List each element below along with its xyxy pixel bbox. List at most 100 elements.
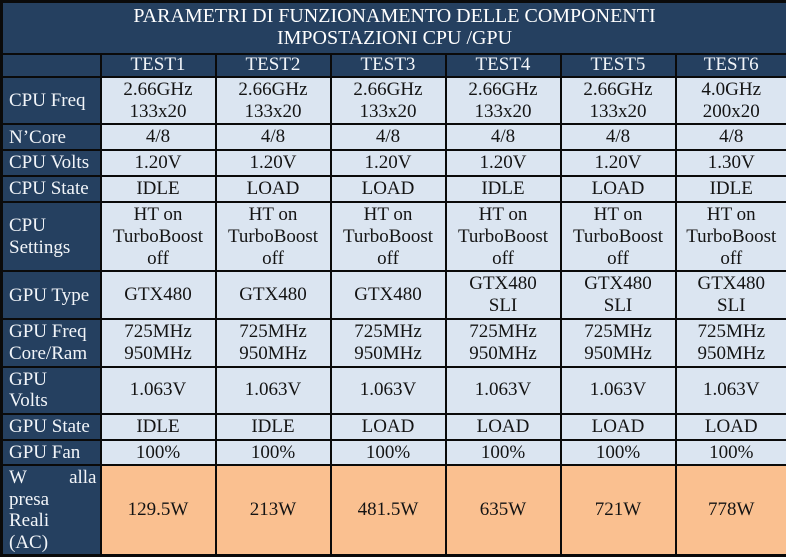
value-cell: IDLE (216, 414, 331, 440)
value-cell: 481.5W (331, 465, 446, 555)
column-header-test2: TEST2 (216, 54, 331, 77)
value-cell: 4/8 (446, 124, 561, 150)
column-header-test4: TEST4 (446, 54, 561, 77)
value-cell: 2.66GHz 133x20 (446, 77, 561, 125)
value-cell: 4/8 (216, 124, 331, 150)
column-header-test6: TEST6 (676, 54, 786, 77)
value-cell: 1.063V (446, 367, 561, 414)
value-cell: 4/8 (676, 124, 786, 150)
value-cell: GTX480 (101, 271, 216, 319)
value-cell: HT on TurboBoost off (676, 202, 786, 272)
table-title: PARAMETRI DI FUNZIONAMENTO DELLE COMPONE… (2, 2, 786, 54)
value-cell: 100% (331, 440, 446, 466)
row-label: N’Core (2, 124, 101, 150)
corner-cell (2, 54, 101, 77)
value-cell: 725MHz 950MHz (676, 319, 786, 367)
value-cell: 1.30V (676, 150, 786, 176)
value-cell: 725MHz 950MHz (331, 319, 446, 367)
value-cell: 1.063V (331, 367, 446, 414)
value-cell: HT on TurboBoost off (331, 202, 446, 272)
value-cell: GTX480 (331, 271, 446, 319)
row-label: GPU Freq Core/Ram (2, 319, 101, 367)
value-cell: 129.5W (101, 465, 216, 555)
value-cell: 2.66GHz 133x20 (331, 77, 446, 125)
table-title-row: PARAMETRI DI FUNZIONAMENTO DELLE COMPONE… (2, 2, 786, 54)
value-cell: 635W (446, 465, 561, 555)
table-title-line1: PARAMETRI DI FUNZIONAMENTO DELLE COMPONE… (3, 5, 786, 27)
column-header-test1: TEST1 (101, 54, 216, 77)
row-label: CPU Freq (2, 77, 101, 125)
value-cell: LOAD (331, 176, 446, 202)
value-cell: 100% (101, 440, 216, 466)
value-cell: 725MHz 950MHz (446, 319, 561, 367)
value-cell: 100% (676, 440, 786, 466)
value-cell: LOAD (561, 414, 676, 440)
value-cell: 4/8 (101, 124, 216, 150)
value-cell: 721W (561, 465, 676, 555)
value-cell: LOAD (216, 176, 331, 202)
value-cell: GTX480 (216, 271, 331, 319)
value-cell: 2.66GHz 133x20 (101, 77, 216, 125)
value-cell: 1.20V (561, 150, 676, 176)
value-cell: 725MHz 950MHz (101, 319, 216, 367)
value-cell: 100% (446, 440, 561, 466)
value-cell: 4/8 (561, 124, 676, 150)
row-label: GPU Volts (2, 367, 101, 414)
row-label: GPU State (2, 414, 101, 440)
value-cell: 778W (676, 465, 786, 555)
row-label: CPU Volts (2, 150, 101, 176)
value-cell: 1.063V (676, 367, 786, 414)
table-title-line2: IMPOSTAZIONI CPU /GPU (3, 27, 786, 49)
value-cell: 4/8 (331, 124, 446, 150)
value-cell: 213W (216, 465, 331, 555)
column-header-test3: TEST3 (331, 54, 446, 77)
value-cell: LOAD (331, 414, 446, 440)
value-cell: 2.66GHz 133x20 (216, 77, 331, 125)
value-cell: HT on TurboBoost off (216, 202, 331, 272)
value-cell: 4.0GHz 200x20 (676, 77, 786, 125)
value-cell: 1.063V (216, 367, 331, 414)
value-cell: 1.20V (101, 150, 216, 176)
value-cell: 725MHz 950MHz (561, 319, 676, 367)
value-cell: GTX480 SLI (561, 271, 676, 319)
row-label: CPU State (2, 176, 101, 202)
value-cell: LOAD (561, 176, 676, 202)
column-header-test5: TEST5 (561, 54, 676, 77)
value-cell: IDLE (676, 176, 786, 202)
value-cell: 100% (216, 440, 331, 466)
value-cell: 1.20V (446, 150, 561, 176)
value-cell: 1.063V (101, 367, 216, 414)
value-cell: IDLE (446, 176, 561, 202)
value-cell: GTX480 SLI (446, 271, 561, 319)
value-cell: 1.20V (216, 150, 331, 176)
value-cell: HT on TurboBoost off (101, 202, 216, 272)
row-label: GPU Type (2, 271, 101, 319)
value-cell: LOAD (676, 414, 786, 440)
value-cell: HT on TurboBoost off (446, 202, 561, 272)
row-label: GPU Fan (2, 440, 101, 466)
value-cell: IDLE (101, 176, 216, 202)
row-label: CPU Settings (2, 202, 101, 272)
value-cell: 1.20V (331, 150, 446, 176)
value-cell: LOAD (446, 414, 561, 440)
value-cell: IDLE (101, 414, 216, 440)
value-cell: 1.063V (561, 367, 676, 414)
value-cell: 100% (561, 440, 676, 466)
value-cell: 2.66GHz 133x20 (561, 77, 676, 125)
value-cell: 725MHz 950MHz (216, 319, 331, 367)
